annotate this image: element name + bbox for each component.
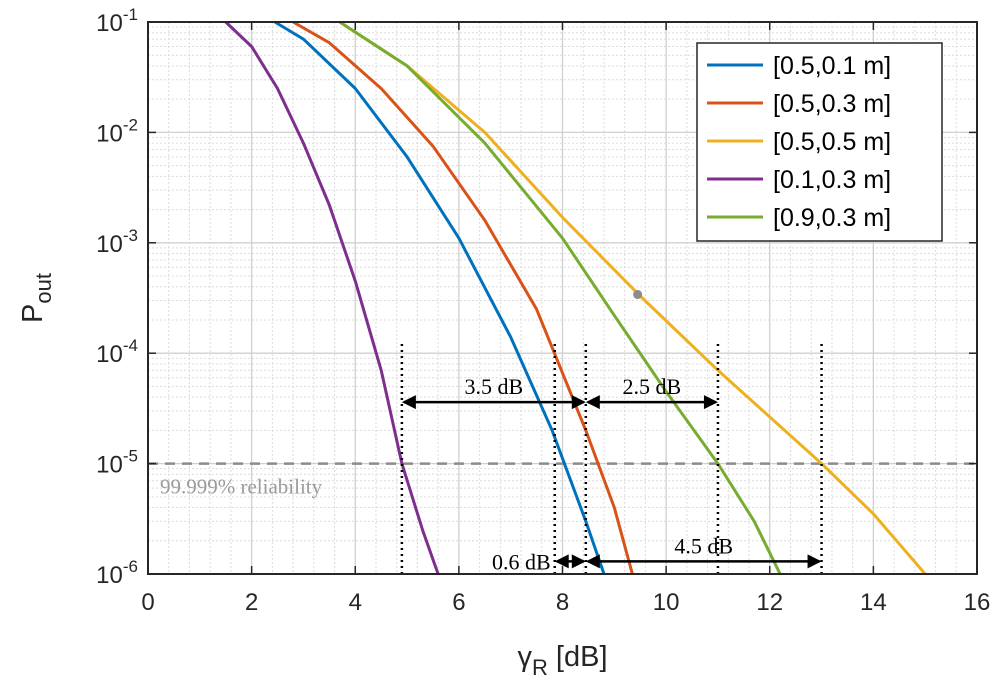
x-tick-label: 0: [141, 589, 154, 616]
arrow-head: [585, 554, 600, 569]
y-tick-label: 10-6: [96, 557, 138, 589]
series-layer: [224, 20, 927, 575]
arrow-head: [807, 554, 822, 569]
series-line: [338, 20, 782, 575]
y-tick-label: 10-4: [96, 336, 138, 368]
reliability-label: 99.999% reliability: [160, 475, 323, 499]
series-line: [274, 20, 606, 575]
legend-entry: [0.1,0.3 m]: [773, 166, 891, 194]
annotation-label: 3.5 dB: [465, 374, 524, 399]
arrow-head: [554, 554, 569, 569]
arrow-head: [571, 395, 586, 410]
series-line: [224, 20, 440, 575]
x-tick-label: 10: [653, 589, 680, 616]
annotation-label: 4.5 dB: [674, 533, 733, 558]
arrow-head: [571, 554, 586, 569]
annotation-layer: 3.5 dB 2.5 dB 0.6 dB 4.5 dB: [400, 342, 823, 574]
x-tick-label: 16: [964, 589, 991, 616]
y-tick-label: 10-3: [96, 226, 138, 258]
annotation-label: 2.5 dB: [623, 374, 682, 399]
x-tick-label: 12: [756, 589, 783, 616]
marker-point: [633, 290, 643, 300]
series-line: [292, 20, 634, 575]
y-tick-label: 10-1: [96, 5, 138, 37]
x-tick-label: 14: [860, 589, 887, 616]
y-axis-label: Pout: [17, 273, 56, 323]
reference-layer: 99.999% reliability: [148, 462, 977, 499]
legend: [0.5,0.1 m] [0.5,0.3 m] [0.5,0.5 m] [0.1,0.…: [696, 42, 943, 242]
legend-entry: [0.9,0.3 m]: [773, 204, 891, 232]
annotation-label: 0.6 dB: [492, 549, 551, 574]
legend-entry: [0.5,0.3 m]: [773, 90, 891, 118]
arrow-head: [585, 395, 600, 410]
x-tick-label: 6: [452, 589, 465, 616]
arrow-head: [703, 395, 718, 410]
x-tick-label: 8: [556, 589, 569, 616]
arrow-head: [401, 395, 416, 410]
y-tick-label: 10-2: [96, 115, 138, 147]
x-axis-label: γR [dB]: [517, 641, 607, 680]
x-tick-label: 4: [349, 589, 362, 616]
axes-ticks: 0 2 4 6 8 10 12 14 16 10-6 10-5 10-4 10-3 10-2 10-1: [96, 5, 990, 616]
legend-entry: [0.5,0.5 m]: [773, 128, 891, 156]
x-tick-label: 2: [245, 589, 258, 616]
legend-entry: [0.5,0.1 m]: [773, 52, 891, 80]
y-tick-label: 10-5: [96, 447, 138, 479]
